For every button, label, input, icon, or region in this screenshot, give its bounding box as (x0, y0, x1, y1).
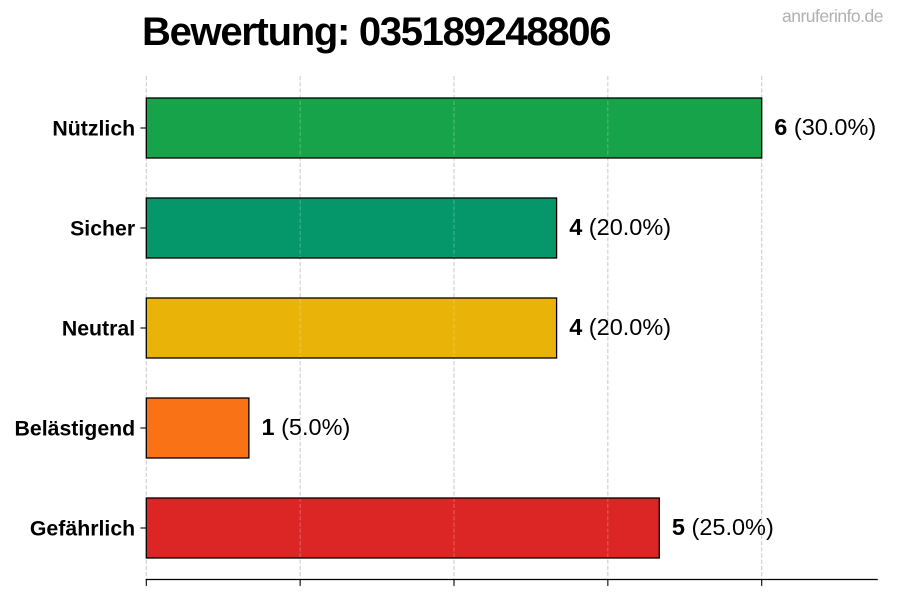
svg-text:Belästigend: Belästigend (14, 417, 135, 441)
svg-text:6 (30.0%): 6 (30.0%) (774, 114, 876, 140)
svg-text:Neutral: Neutral (62, 317, 135, 341)
svg-text:5 (25.0%): 5 (25.0%) (672, 514, 774, 540)
svg-text:Nützlich: Nützlich (52, 117, 135, 141)
svg-text:1 (5.0%): 1 (5.0%) (262, 414, 351, 440)
svg-text:4 (20.0%): 4 (20.0%) (569, 314, 671, 340)
svg-text:anruferinfo.de: anruferinfo.de (782, 6, 883, 26)
svg-text:Gefährlich: Gefährlich (30, 517, 135, 541)
svg-text:Bewertung: 035189248806: Bewertung: 035189248806 (142, 10, 610, 54)
svg-text:Sicher: Sicher (70, 217, 135, 241)
svg-text:4 (20.0%): 4 (20.0%) (569, 214, 671, 240)
